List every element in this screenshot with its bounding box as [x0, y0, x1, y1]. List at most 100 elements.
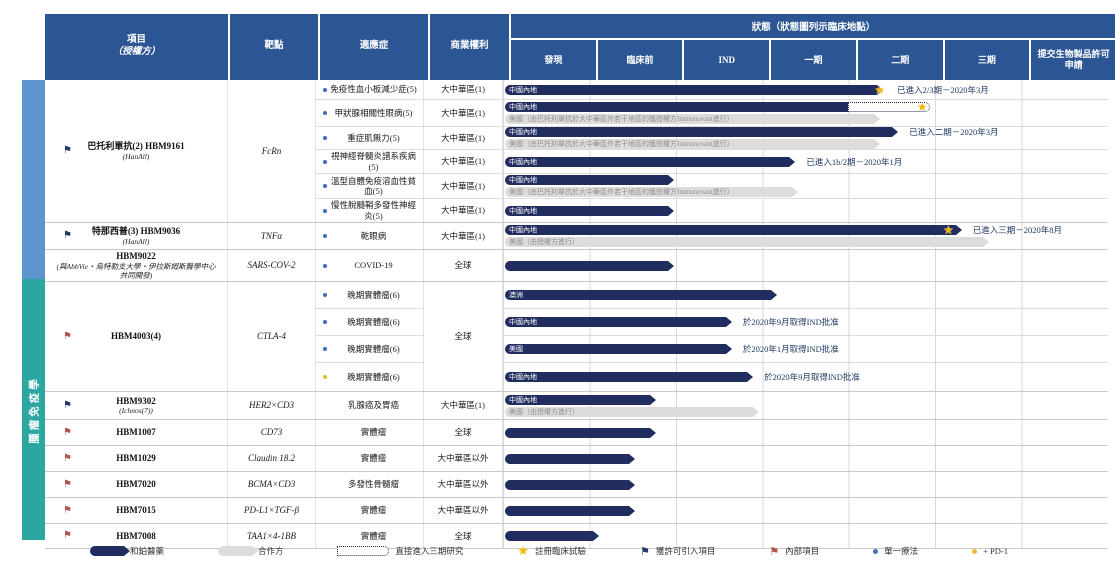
indication-cell: COVID-19 [316, 250, 424, 281]
project-cell: ⚑ 巴托利單抗(2) HBM9161 (HanAll) [45, 80, 228, 222]
status-cell: 中國內地 已進入1b/2期－2020年1月 [503, 150, 1108, 174]
legend-label: 直接進入三期研究 [395, 546, 464, 556]
indication-label: 甲狀腺相關性眼病(5) [334, 107, 413, 118]
status-cell: 中國內地 美國（由巴托利單抗於大中華區外若干地區的獲授權方Immunovant進… [503, 174, 1108, 199]
legend-partner: 合作方 [217, 545, 283, 557]
bar-location-label: 中國內地 [509, 373, 537, 381]
legend-label: 註冊臨床試驗 [535, 546, 587, 556]
milestone-note: 於2020年9月取得IND批准 [742, 316, 839, 327]
monotherapy-dot-icon [323, 111, 327, 115]
pd1-dot-icon [972, 548, 978, 554]
header-phase-discovery: 發現 [511, 40, 596, 80]
status-cell: 中國內地 ★ 美國（由授權方進行） 已進入三期－2020年8月 [503, 223, 1108, 249]
licensed-in-flag-icon: ⚑ [63, 399, 72, 411]
bar-location-label: 中國內地 [509, 128, 537, 136]
partner-bar: 美國（由授權方進行） [505, 237, 989, 247]
sponsor-bar: 澳洲 [505, 290, 778, 300]
group-hbm9161: ⚑ 巴托利單抗(2) HBM9161 (HanAll) FcRn 免疫性血小板減… [45, 80, 1108, 223]
header-phase-1: 一期 [771, 40, 856, 80]
internal-flag-icon: ⚑ [63, 478, 72, 490]
commercial-cell: 全球 [424, 420, 503, 445]
target-cell: TNFα [228, 223, 316, 249]
project-name: HBM4003(4) [111, 331, 161, 342]
project-licensor: (HanAll) [122, 151, 150, 161]
indication-label: 慢性脫髓鞘多發性神經炎(5) [330, 200, 416, 221]
milestone-note: 於2020年9月取得IND批准 [764, 371, 860, 382]
registrational-star-icon: ★ [916, 100, 928, 114]
status-cell: 中國內地 於2020年9月取得IND批准 [503, 309, 1108, 336]
bar-location-label: 美國（由授權方進行） [509, 407, 579, 416]
sponsor-bar [505, 427, 657, 438]
indication-cell: 甲狀腺相關性眼病(5) [316, 100, 424, 127]
target-cell: FcRn [228, 80, 316, 222]
status-cell: 中國內地 ★ 已進入2/3期－2020年3月 [503, 80, 1108, 100]
indication-label: 晚期實體瘤(6) [347, 316, 400, 327]
group-hbm4003: ⚑ HBM4003(4) CTLA-4 全球 晚期實體瘤(6) 澳洲 晚期實體瘤… [45, 282, 1108, 392]
indication-label: 晚期實體瘤(6) [347, 371, 400, 382]
project-name: HBM7008 [116, 530, 156, 541]
project-name: HBM9302 [116, 395, 156, 406]
group-hbm7015: ⚑ HBM7015 PD-L1×TGF-β 實體瘤 大中華區以外 [45, 498, 1108, 524]
partner-bar: 美國（由巴托利單抗於大中華區外若干地區的獲授權方Immunovant進行） [505, 114, 881, 124]
indication-label: 實體瘤 [360, 505, 387, 516]
status-cell [503, 420, 1108, 445]
sponsor-bar: 中國內地 [505, 394, 657, 405]
commercial-cell: 大中華區(1) [424, 199, 503, 222]
legend-label: 單一療法 [884, 546, 919, 556]
commercial-cell: 全球 [424, 250, 503, 281]
project-licensor: (HanAll) [122, 236, 150, 246]
commercial-cell: 大中華區(1) [424, 223, 503, 249]
header-project-line2: （授權方） [112, 47, 161, 57]
group-hbm9036: ⚑ 特那西普(3) HBM9036 (HanAll) TNFα 乾眼病 大中華區… [45, 223, 1108, 250]
header-phases: 發現 臨床前 IND 一期 二期 三期 提交生物製品許可申請 [511, 40, 1115, 80]
indication-label: 實體瘤 [360, 427, 387, 438]
indication-cell: 晚期實體瘤(6) [316, 363, 424, 391]
sponsor-bar [505, 531, 599, 541]
legend-label: 和鉑醫藥 [130, 546, 165, 556]
indication-cell: 免疫性血小板減少症(5) [316, 80, 424, 100]
project-name: HBM1007 [116, 427, 156, 438]
project-licensor: (Ichnos(7)) [119, 406, 153, 416]
target-cell: CD73 [228, 420, 316, 445]
indication-cell: 實體瘤 [316, 524, 424, 548]
bar-location-label: 中國內地 [509, 395, 537, 404]
monotherapy-dot-icon [323, 87, 327, 92]
registrational-star-icon: ★ [942, 223, 954, 237]
legend-internal: ⚑ 內部項目 [769, 545, 819, 557]
header-project: 項目 （授權方） [45, 14, 228, 80]
project-licensor: (與AbbVie・烏特勒支大學・伊拉斯姆斯醫學中心共同開發) [56, 261, 216, 280]
header-indication: 適應症 [320, 14, 428, 80]
indication-label: 多發性骨髓瘤 [347, 479, 399, 490]
target-cell: HER2×CD3 [228, 392, 316, 419]
project-name: 巴托利單抗(2) HBM9161 [87, 141, 185, 152]
header-target: 靶點 [230, 14, 318, 80]
bar-location-label: 美國（由巴托利單抗於大中華區外若干地區的獲授權方Immunovant進行） [509, 115, 734, 123]
indication-label: 晚期實體瘤(6) [347, 289, 400, 300]
indication-label: COVID-19 [354, 260, 393, 271]
group-hbm9022: HBM9022 (與AbbVie・烏特勒支大學・伊拉斯姆斯醫學中心共同開發) S… [45, 250, 1108, 282]
legend-sponsor: 和鉑醫藥 [90, 545, 164, 557]
commercial-cell: 大中華區(1) [424, 174, 503, 199]
indication-cell: 多發性骨髓瘤 [316, 472, 424, 497]
bar-location-label: 中國內地 [509, 226, 537, 234]
licensed-in-flag-icon: ⚑ [639, 544, 650, 558]
bar-location-label: 澳洲 [509, 291, 523, 299]
indication-label: 視神經脊髓炎譜系疾病(5) [330, 151, 416, 172]
section-label-oncology: 腫瘤免疫學 [29, 375, 40, 444]
indication-label: 乳腺癌及胃癌 [347, 400, 399, 411]
section-band-oncology: 腫瘤免疫學 [22, 279, 45, 540]
header-phase-2: 二期 [857, 40, 943, 80]
commercial-cell: 大中華區以外 [424, 446, 503, 471]
monotherapy-dot-icon [323, 208, 327, 213]
target-cell: CTLA-4 [228, 282, 316, 391]
legend-label: + PD-1 [983, 546, 1008, 556]
table-body: 腫瘤免疫學 ⚑ 巴托利單抗(2) HBM9161 (HanAll) FcRn 免… [22, 80, 1108, 549]
section-band-immunology [22, 80, 45, 279]
monotherapy-dot-icon [323, 136, 327, 140]
group-hbm7008: ⚑ HBM7008 TAA1×4-1BB 實體瘤 全球 [45, 524, 1108, 549]
legend-direct-phase3: 直接進入三期研究 [337, 545, 463, 557]
registrational-star-icon: ★ [517, 543, 530, 559]
group-hbm9302: ⚑ HBM9302 (Ichnos(7)) HER2×CD3 乳腺癌及胃癌 大中… [45, 392, 1108, 420]
sponsor-bar: 中國內地 [505, 156, 796, 167]
indication-label: 實體瘤 [360, 530, 387, 541]
